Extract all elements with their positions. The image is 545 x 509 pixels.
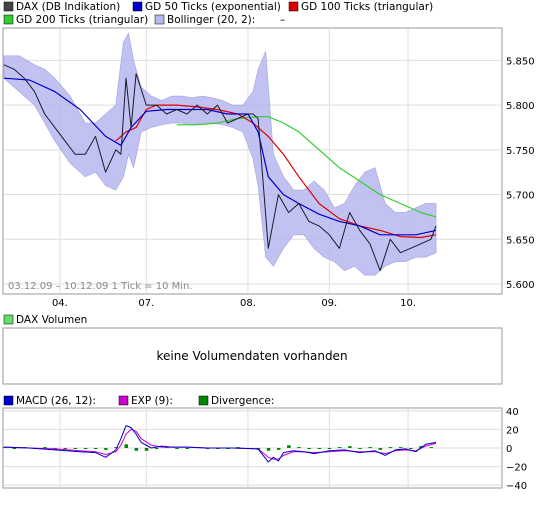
macd-y-axis: 40 20 0 −20 −40 — [506, 407, 527, 492]
legend-swatch-price — [3, 1, 14, 12]
series-line-macd — [3, 425, 437, 463]
macd-y-tick-label: −40 — [506, 481, 527, 492]
divergence-bar — [104, 448, 108, 450]
divergence-bar — [83, 448, 88, 449]
legend-swatch-ema50 — [132, 1, 143, 12]
macd-y-tick-label: −20 — [506, 463, 527, 474]
price-panel: 5.850 5.800 5.750 5.700 5.650 5.600 04. 07. 08.… — [2, 27, 535, 309]
legend-row-2: GD 200 Ticks (triangular) Bollinger (20,… — [3, 14, 285, 26]
divergence-bar — [419, 446, 423, 448]
divergence-bar — [327, 448, 332, 449]
series-line-price — [3, 64, 437, 272]
divergence-bar — [266, 448, 271, 451]
price-x-tick-label: 09. — [321, 298, 337, 309]
price-lines — [3, 64, 437, 272]
price-y-tick-label: 5.850 — [506, 56, 535, 67]
divergence-bar — [337, 447, 342, 449]
volume-panel-frame — [2, 327, 503, 385]
macd-y-tick-label: 20 — [506, 425, 519, 436]
divergence-bar — [154, 448, 159, 449]
divergence-bar — [114, 447, 118, 449]
divergence-bar — [398, 447, 403, 449]
divergence-bar — [368, 447, 372, 449]
volume-empty-message: keine Volumendaten vorhanden — [156, 349, 347, 363]
legend-swatch-volume — [3, 314, 14, 325]
legend-swatch-exp — [118, 395, 129, 406]
price-y-tick-label: 5.800 — [506, 101, 535, 112]
divergence-bar — [185, 448, 189, 449]
divergence-bar — [73, 448, 78, 449]
series-line-ema50 — [3, 77, 437, 236]
divergence-bar — [124, 444, 128, 448]
divergence-bar — [409, 448, 413, 449]
divergence-bar — [388, 447, 393, 449]
legend-label-price: DAX (DB Indikation) — [16, 1, 120, 13]
divergence-bar — [348, 446, 352, 448]
divergence-bar — [307, 448, 311, 449]
divergence-bar — [134, 448, 139, 451]
divergence-bar — [63, 448, 67, 449]
price-y-tick-label: 5.700 — [506, 191, 535, 202]
legend-swatch-bollinger — [154, 14, 165, 25]
legend-label-divergence: Divergence: — [211, 395, 274, 407]
macd-panel: MACD (26, 12): EXP (9): Divergence: 40 20… — [2, 395, 527, 492]
price-x-tick-label: 07. — [138, 298, 154, 309]
price-x-axis: 04. 07. 08. 09. 10. — [52, 298, 416, 309]
macd-y-tick-label: 40 — [506, 407, 519, 418]
legend-label-ema50: GD 50 Ticks (exponential) — [145, 1, 281, 13]
divergence-bar — [12, 448, 17, 449]
divergence-bar — [93, 448, 98, 449]
legend-label-tri200: GD 200 Ticks (triangular) — [16, 14, 148, 26]
bollinger-band — [3, 32, 437, 276]
divergence-bar — [175, 448, 179, 449]
date-range-info: 03.12.09 – 10.12.09 1 Tick = 10 Min. — [8, 281, 193, 292]
bollinger-area — [3, 32, 437, 276]
price-y-tick-label: 5.650 — [506, 235, 535, 246]
legend-swatch-tri200 — [3, 14, 14, 25]
divergence-bar — [297, 447, 301, 449]
legend-label-tri100: GD 100 Ticks (triangular) — [301, 1, 433, 13]
series-line-tri200 — [176, 116, 437, 218]
legend-label-volume: DAX Volumen — [16, 314, 87, 326]
legend-label-macd: MACD (26, 12): — [16, 395, 96, 407]
legend-label-bollinger: Bollinger (20, 2): — [167, 14, 255, 26]
divergence-bar — [287, 445, 291, 448]
price-x-tick-label: 04. — [52, 298, 68, 309]
legend-row-1: DAX (DB Indikation) GD 50 Ticks (exponen… — [3, 1, 433, 13]
macd-y-tick-label: 0 — [506, 444, 512, 455]
legend-label-exp: EXP (9): — [131, 395, 173, 407]
price-y-tick-label: 5.750 — [506, 146, 535, 157]
divergence-bar — [236, 447, 240, 449]
price-y-axis: 5.850 5.800 5.750 5.700 5.650 5.600 — [506, 56, 535, 291]
volume-panel: DAX Volumen keine Volumendaten vorhanden — [2, 314, 503, 385]
legend-swatch-tri100 — [288, 1, 299, 12]
divergence-bar — [276, 448, 281, 450]
legend-value-bollinger: – — [280, 14, 285, 26]
legend-swatch-divergence — [198, 395, 209, 406]
divergence-bar — [429, 447, 433, 449]
price-x-tick-label: 10. — [400, 298, 416, 309]
price-x-tick-label: 08. — [240, 298, 256, 309]
price-y-tick-label: 5.600 — [506, 280, 535, 291]
macd-lines — [3, 425, 437, 463]
divergence-bar — [378, 448, 383, 450]
divergence-bar — [317, 448, 322, 449]
divergence-bar — [358, 448, 362, 449]
price-grid — [4, 29, 501, 293]
legend-swatch-macd — [3, 395, 14, 406]
divergence-bar — [43, 447, 47, 449]
divergence-bar — [144, 448, 149, 451]
